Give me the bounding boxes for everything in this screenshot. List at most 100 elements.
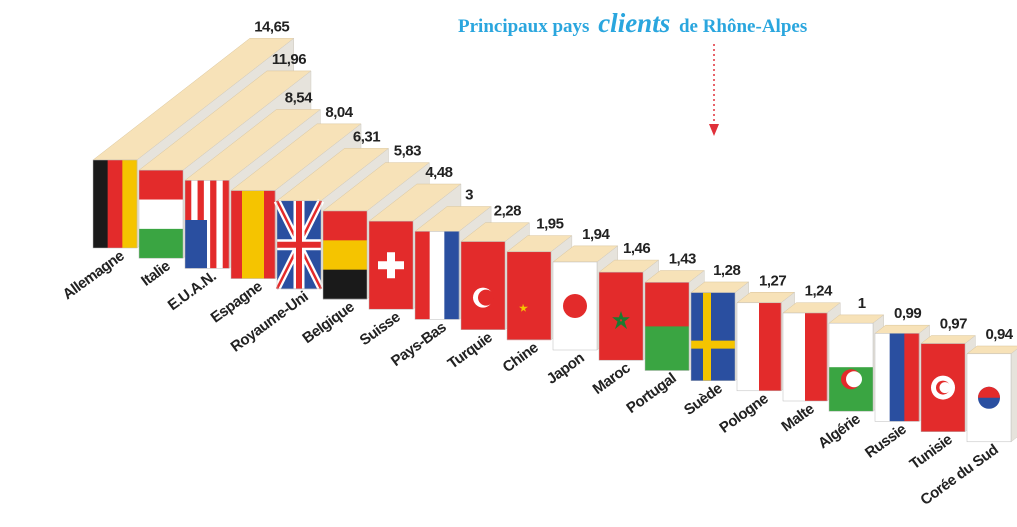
value-label: 5,83: [394, 143, 421, 160]
flag: [460, 241, 506, 330]
flag-stripe: [93, 160, 108, 248]
flag-stripe: [429, 231, 445, 320]
category-label: Pologne: [716, 390, 771, 437]
pointer-arrow: [709, 124, 719, 136]
category-label: Malte: [778, 400, 817, 435]
flag-stripe: [783, 313, 806, 401]
flag-stripe: [645, 326, 689, 371]
flag-edge: [966, 353, 1012, 443]
flag: [598, 271, 644, 361]
value-label: 8,04: [325, 104, 353, 121]
flag-stripe: [253, 190, 265, 279]
flag-stripe: [444, 231, 460, 320]
flag-cross: [378, 252, 404, 279]
flag-sun: [563, 294, 587, 318]
flag-edge: [368, 220, 414, 310]
flag-edge: [690, 292, 736, 381]
category-label: Chine: [500, 339, 542, 376]
flag-stripe: [242, 190, 254, 279]
flag-star: [612, 311, 630, 330]
title-part: clients: [598, 8, 670, 38]
flag: [920, 343, 966, 432]
flag-cross: [277, 200, 321, 289]
category-label: Portugal: [623, 370, 679, 417]
category-label: Suisse: [357, 309, 404, 350]
flag-stripe: [507, 251, 551, 341]
category-label: Japon: [544, 349, 588, 387]
bar: [966, 345, 1017, 443]
flag-edge: [552, 261, 598, 351]
flag-stripe: [231, 190, 243, 279]
flag-stripe: [875, 333, 890, 422]
flag: [736, 302, 782, 392]
flag-stripe: [904, 333, 920, 422]
flag-moon: [478, 289, 494, 306]
flag-stripe: [323, 211, 367, 241]
flag-stripe: [805, 313, 828, 401]
flag-edge: [736, 302, 782, 392]
value-label: 0,97: [940, 316, 967, 333]
flag-edge: [782, 312, 828, 402]
flag-stripe: [264, 190, 276, 279]
value-label: 0,94: [985, 326, 1013, 343]
flag-stripe: [222, 180, 230, 269]
flag-edge: [644, 282, 690, 371]
category-label: E.U.A.N.: [165, 268, 220, 314]
flag: [506, 251, 552, 341]
value-label: 1,95: [536, 216, 563, 233]
category-label: Suède: [681, 380, 726, 419]
flag-stripe: [122, 160, 138, 248]
value-label: 4,48: [425, 164, 452, 181]
flag-edge: [230, 190, 276, 279]
value-label: 0,99: [894, 305, 921, 322]
flag-edge: [138, 169, 184, 259]
category-label: Allemagne: [60, 247, 128, 303]
flag: [273, 199, 325, 291]
flag-disc: [978, 386, 1000, 398]
value-label: 1,24: [805, 283, 833, 300]
flag-stripe: [139, 228, 183, 259]
flag-stripe: [210, 180, 217, 269]
flag-stripe: [759, 302, 782, 391]
flag: [552, 261, 598, 351]
flag-edge: [506, 251, 552, 341]
flag-stripe: [216, 180, 224, 269]
flag: [966, 353, 1012, 443]
bar: [828, 314, 885, 412]
flag-edge: [414, 231, 460, 320]
value-label: 14,65: [254, 18, 289, 35]
flag-edge: [920, 343, 966, 432]
category-label: Maroc: [590, 360, 634, 398]
flag-stripe: [323, 269, 367, 300]
flag-moon: [939, 382, 951, 394]
flag-edge: [874, 333, 920, 422]
flag-stripe: [829, 323, 873, 368]
value-label: 1,28: [713, 262, 740, 279]
category-label: Turquie: [445, 329, 496, 372]
flag-edge: [322, 210, 368, 300]
flag-edge: [184, 180, 230, 269]
flag-stripe: [323, 240, 367, 270]
flag-stripe: [203, 180, 211, 269]
title-part: de Rhône-Alpes: [679, 16, 807, 37]
bar: [874, 324, 931, 422]
flag: [138, 169, 184, 259]
flag: [230, 190, 276, 279]
value-label: 1,43: [669, 251, 696, 268]
flag-stripe: [461, 241, 505, 330]
flag-cross: [691, 292, 735, 381]
flag-stripe: [889, 333, 905, 422]
flag-edge: [276, 200, 322, 290]
chart-title: Principaux pays clients de Rhône-Alpes: [458, 8, 807, 38]
value-label: 3: [465, 187, 473, 204]
bar-side: [1010, 348, 1017, 443]
flag-edge: [460, 241, 506, 330]
flag-star: [519, 303, 528, 312]
flag-edge: [598, 271, 644, 361]
flag-stripe: [107, 160, 123, 248]
flag: [184, 180, 230, 269]
flag: [414, 231, 460, 320]
flag-canton: [185, 220, 207, 269]
bars: 14,65 Allemagne 11,96 Italie 8,54 E.U.A.N. 8,0…: [60, 18, 1017, 509]
